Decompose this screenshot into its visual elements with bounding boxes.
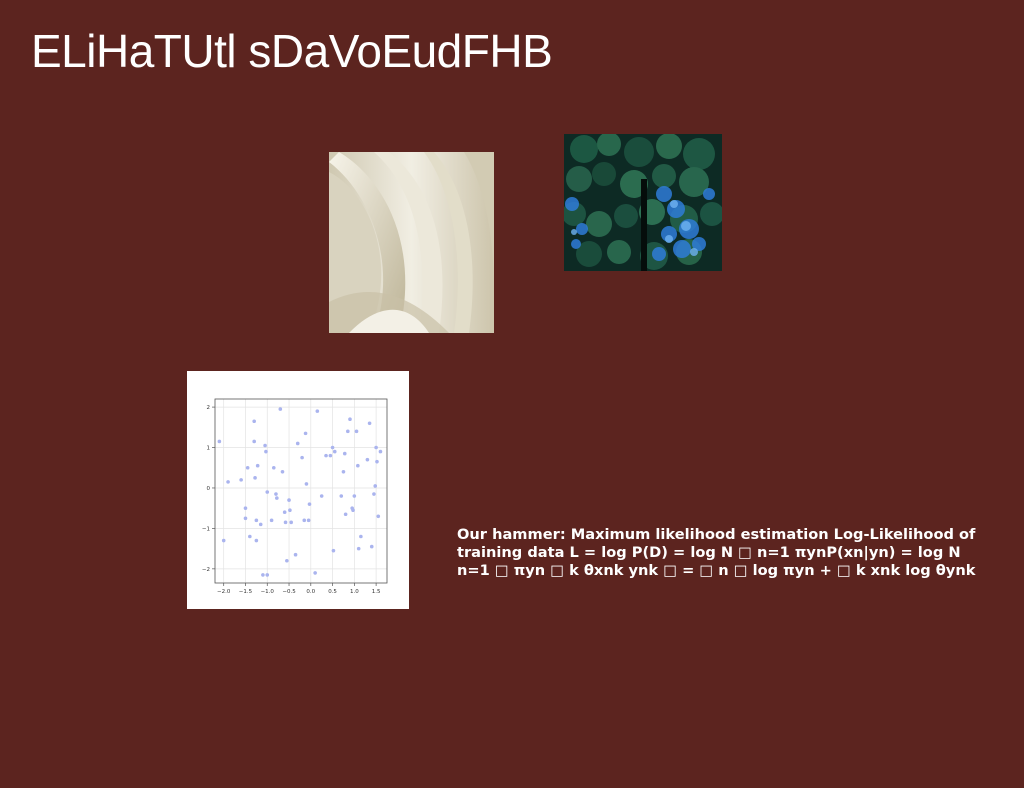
x-tick-label: −1.5	[239, 589, 253, 595]
scatter-point	[248, 535, 252, 539]
scatter-point	[308, 502, 312, 506]
scatter-point	[253, 476, 257, 480]
scatter-point	[226, 480, 230, 484]
scatter-point	[281, 470, 285, 474]
y-tick-label: 1	[207, 446, 211, 452]
scatter-point	[255, 539, 259, 543]
scatter-point	[256, 464, 260, 468]
scatter-point	[353, 494, 357, 498]
scatter-point	[263, 444, 267, 448]
scatter-point	[339, 494, 343, 498]
x-tick-label: 1.5	[372, 589, 381, 595]
scatter-point	[244, 506, 248, 510]
abstract-curves-image	[329, 152, 494, 333]
scatter-point	[333, 450, 337, 454]
y-tick-label: 2	[207, 405, 211, 411]
scatter-plot-image: −2.0 −1.5 −1.0 −0.5 0.0 0.5 1.0 1.5 2 1 0 −1 −2	[187, 371, 409, 609]
x-tick-label: −2.0	[217, 589, 231, 595]
scatter-point	[368, 421, 372, 425]
scatter-point	[304, 432, 308, 436]
scatter-point	[313, 571, 317, 575]
body-text: Our hammer: Maximum likelihood estimatio…	[457, 526, 1024, 580]
scatter-point	[265, 573, 269, 577]
scatter-point	[357, 547, 361, 551]
scatter-point	[283, 510, 287, 514]
scatter-point	[343, 452, 347, 456]
scatter-point	[270, 519, 274, 523]
scatter-point	[279, 407, 283, 411]
scatter-point	[355, 430, 359, 434]
scatter-point	[344, 512, 348, 516]
scatter-point	[324, 454, 328, 458]
scatter-point	[307, 519, 311, 523]
scatter-point	[289, 521, 293, 525]
scatter-point	[351, 508, 355, 512]
scatter-point	[222, 539, 226, 543]
scatter-point	[316, 409, 320, 413]
scatter-point	[348, 417, 352, 421]
scatter-point	[252, 419, 256, 423]
scatter-point	[264, 450, 268, 454]
scatter-point	[305, 482, 309, 486]
x-tick-label: −1.0	[261, 589, 275, 595]
scatter-point	[287, 498, 291, 502]
scatter-point	[275, 496, 279, 500]
scatter-point	[329, 454, 333, 458]
y-tick-label: −1	[202, 526, 210, 532]
x-tick-label: 1.0	[350, 589, 359, 595]
scatter-point	[372, 492, 376, 496]
y-tick-label: 0	[207, 486, 211, 492]
scatter-point	[259, 523, 263, 527]
scatter-point	[261, 573, 265, 577]
scatter-point	[331, 446, 335, 450]
foliage-image	[564, 134, 722, 271]
scatter-point	[373, 484, 377, 488]
scatter-point	[294, 553, 298, 557]
scatter-point	[332, 549, 336, 553]
scatter-point	[376, 514, 380, 518]
x-tick-label: 0.5	[328, 589, 337, 595]
scatter-point	[346, 430, 350, 434]
scatter-point	[342, 470, 346, 474]
scatter-point	[296, 442, 300, 446]
scatter-point	[274, 492, 278, 496]
scatter-point	[356, 464, 360, 468]
scatter-point	[252, 440, 256, 444]
scatter-point	[265, 490, 269, 494]
scatter-point	[244, 516, 248, 520]
scatter-point	[288, 508, 292, 512]
scatter-point	[366, 458, 370, 462]
scatter-point	[285, 559, 289, 563]
slide-title: ELiHaTUtl sDaVoEudFHB	[31, 24, 552, 78]
scatter-point	[374, 446, 378, 450]
plot-frame	[215, 399, 387, 583]
scatter-point	[320, 494, 324, 498]
scatter-point	[284, 521, 288, 525]
scatter-point	[246, 466, 250, 470]
scatter-point	[255, 519, 259, 523]
scatter-point	[302, 519, 306, 523]
scatter-point	[239, 478, 243, 482]
scatter-point	[218, 440, 222, 444]
scatter-point	[375, 460, 379, 464]
scatter-point	[272, 466, 276, 470]
scatter-point	[370, 545, 374, 549]
x-tick-label: −0.5	[282, 589, 296, 595]
scatter-point	[300, 456, 304, 460]
scatter-point	[379, 450, 383, 454]
y-tick-label: −2	[202, 567, 210, 573]
x-tick-label: 0.0	[306, 589, 315, 595]
scatter-point	[359, 535, 363, 539]
